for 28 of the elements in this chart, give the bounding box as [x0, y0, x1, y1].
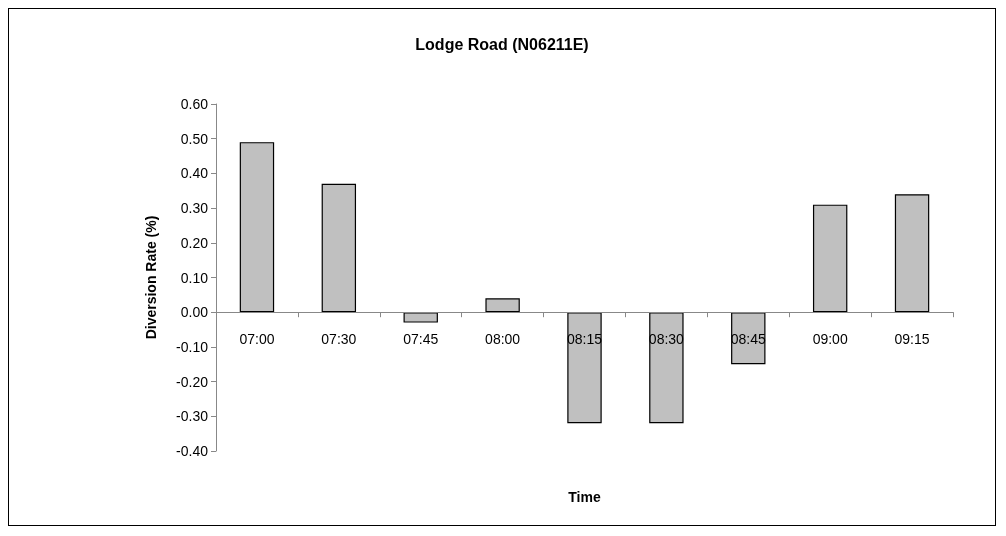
y-tick-label: 0.40: [180, 165, 209, 182]
bar: [321, 183, 357, 313]
y-tick-label: 0.10: [180, 269, 209, 286]
y-tick-label: 0.20: [180, 234, 209, 251]
x-axis-title: Time: [568, 489, 601, 506]
x-tick-label: 09:00: [812, 331, 848, 348]
x-tick-label: 08:00: [485, 331, 521, 348]
bar: [649, 312, 684, 424]
x-tick-label: 07:00: [239, 331, 275, 348]
y-tick-label: -0.20: [176, 373, 209, 390]
y-tick-label: -0.40: [176, 443, 209, 459]
bar: [567, 312, 602, 424]
y-tick-label: -0.30: [176, 408, 209, 425]
y-tick-label: -0.10: [176, 338, 209, 355]
bar: [403, 312, 438, 323]
chart-title: Lodge Road (N06211E): [415, 35, 589, 53]
y-tick-label: 0.50: [180, 130, 209, 147]
bar: [894, 194, 930, 313]
bar: [812, 204, 848, 313]
y-tick-label: 0.60: [180, 96, 209, 112]
bar: [485, 298, 520, 313]
x-tick-label: 09:15: [894, 331, 930, 348]
x-tick-label: 07:30: [321, 331, 357, 348]
x-tick-label: 07:45: [403, 331, 439, 348]
bar: [239, 142, 275, 313]
y-tick-label: 0.00: [180, 304, 209, 321]
y-tick-label: 0.30: [180, 200, 209, 217]
y-axis-title: Diversion Rate (%): [143, 215, 159, 340]
